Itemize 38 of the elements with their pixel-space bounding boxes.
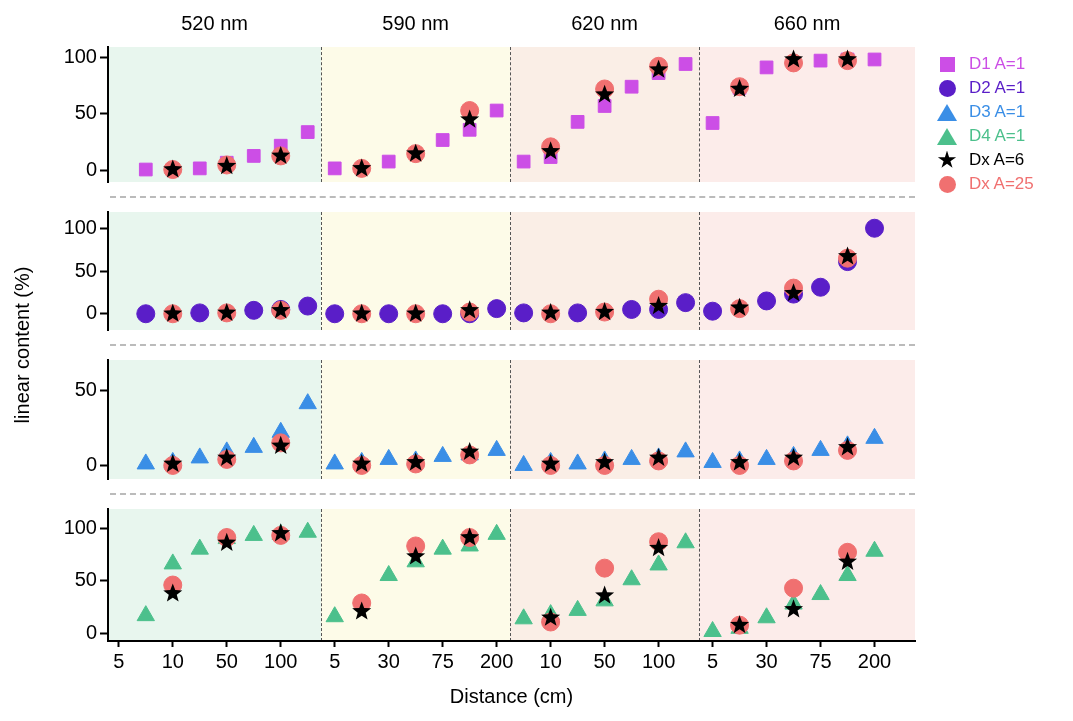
x-tick-label: 100 xyxy=(641,649,676,672)
legend-label: D4 A=1 xyxy=(969,126,1026,146)
y-tick-label: 0 xyxy=(85,158,97,181)
x-tick-label: 5 xyxy=(707,649,719,672)
y-tick-label: 0 xyxy=(85,452,97,475)
x-tick-label: 200 xyxy=(479,649,514,672)
legend-label: Dx A=6 xyxy=(969,150,1025,170)
legend-label: D3 A=1 xyxy=(969,102,1026,122)
legend-label: D2 A=1 xyxy=(969,78,1026,98)
y-tick-label: 100 xyxy=(63,44,97,67)
x-tick-label: 75 xyxy=(431,649,454,672)
x-tick-label: 10 xyxy=(539,649,562,672)
y-tick-label: 50 xyxy=(74,258,97,281)
y-tick-label: 100 xyxy=(63,215,97,238)
text: 660 nm xyxy=(773,11,841,35)
y-tick-label: 0 xyxy=(85,301,97,324)
x-tick-label: 100 xyxy=(264,649,298,672)
x-tick-label: 30 xyxy=(377,649,400,672)
y-tick-label: 50 xyxy=(74,101,97,124)
x-axis-title: Distance (cm) xyxy=(449,684,574,707)
y-axis-title: linear content (%) xyxy=(10,266,34,424)
legend-label: D1 A=1 xyxy=(969,54,1026,74)
text: Dx A=25 xyxy=(969,174,1034,194)
y-tick-label: 50 xyxy=(74,568,97,591)
text: 590 nm xyxy=(382,11,450,35)
x-tick-label: 30 xyxy=(755,649,778,672)
text: 520 nm xyxy=(181,11,248,35)
text: 620 nm xyxy=(571,11,638,35)
x-tick-label: 5 xyxy=(113,649,125,672)
x-tick-label: 10 xyxy=(161,649,184,672)
x-tick-label: 200 xyxy=(857,649,892,672)
x-tick-label: 50 xyxy=(215,649,238,672)
x-tick-label: 50 xyxy=(593,649,616,672)
y-tick-label: 100 xyxy=(63,515,97,538)
y-tick-label: 0 xyxy=(85,621,97,644)
y-tick-label: 50 xyxy=(74,377,97,400)
x-tick-label: 5 xyxy=(329,649,341,672)
x-tick-label: 75 xyxy=(809,649,832,672)
